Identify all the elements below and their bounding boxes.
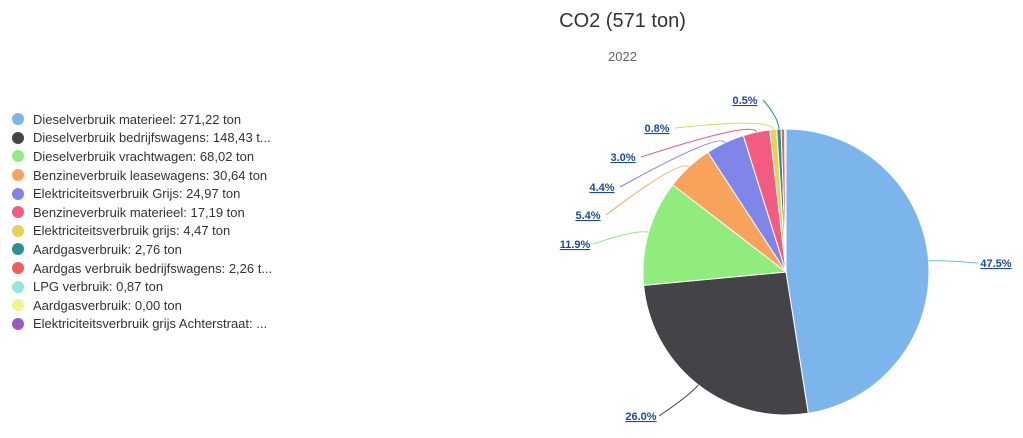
- legend-item[interactable]: Aardgasverbruik: 2,76 ton: [12, 240, 272, 259]
- connector-line: [928, 260, 979, 264]
- connector-line: [640, 128, 757, 158]
- legend-label: Benzineverbruik leasewagens: 30,64 ton: [33, 167, 268, 183]
- legend-item[interactable]: Benzineverbruik leasewagens: 30,64 ton: [12, 166, 272, 185]
- legend-item[interactable]: Benzineverbruik materieel: 17,19 ton: [12, 203, 272, 222]
- legend-label: Dieselverbruik bedrijfswagens: 148,43 t.…: [33, 130, 271, 146]
- data-label[interactable]: 5.4%: [575, 210, 600, 222]
- legend-marker-icon: [12, 206, 24, 219]
- legend-marker-icon: [12, 150, 24, 163]
- legend-marker-icon: [12, 299, 24, 312]
- legend-item[interactable]: Dieselverbruik materieel: 271,22 ton: [12, 110, 272, 129]
- connector-line: [592, 231, 649, 245]
- legend-marker-icon: [12, 262, 24, 275]
- pie-slice[interactable]: [784, 128, 787, 273]
- legend-marker-icon: [12, 243, 24, 256]
- legend: Dieselverbruik materieel: 271,22 ton Dies…: [12, 110, 272, 333]
- legend-marker-icon: [12, 317, 24, 330]
- legend-label: Aardgasverbruik: 2,76 ton: [33, 241, 182, 257]
- chart-title: CO2 (571 ton): [559, 10, 686, 32]
- legend-marker-icon: [12, 224, 24, 237]
- legend-item[interactable]: Elektriciteitsverbruik grijs Achterstraa…: [12, 315, 272, 334]
- connector-line: [762, 99, 780, 130]
- pie-slice[interactable]: [643, 271, 809, 416]
- connector-line: [658, 384, 699, 417]
- legend-label: LPG verbruik: 0,87 ton: [33, 279, 164, 295]
- legend-label: Elektriciteitsverbruik Grijs: 24,97 ton: [33, 186, 241, 202]
- legend-marker-icon: [12, 169, 24, 182]
- legend-label: Dieselverbruik materieel: 271,22 ton: [33, 111, 242, 127]
- legend-label: Aardgas verbruik bedrijfswagens: 2,26 t.…: [33, 260, 273, 276]
- data-label[interactable]: 3.0%: [610, 152, 635, 164]
- legend-item[interactable]: Dieselverbruik bedrijfswagens: 148,43 t.…: [12, 129, 272, 148]
- connector-line: [619, 140, 726, 188]
- data-label[interactable]: 0.8%: [644, 123, 669, 135]
- legend-item[interactable]: Aardgas verbruik bedrijfswagens: 2,26 t.…: [12, 259, 272, 278]
- data-label[interactable]: 11.9%: [560, 239, 591, 251]
- data-label[interactable]: 4.4%: [589, 182, 614, 194]
- data-label[interactable]: 0.5%: [732, 95, 757, 107]
- pie-slice[interactable]: [785, 128, 930, 414]
- data-label[interactable]: 47.5%: [980, 258, 1011, 270]
- legend-item[interactable]: Aardgasverbruik: 0,00 ton: [12, 296, 272, 315]
- legend-item[interactable]: Elektriciteitsverbruik Grijs: 24,97 ton: [12, 184, 272, 203]
- legend-label: Benzineverbruik materieel: 17,19 ton: [33, 204, 245, 220]
- legend-marker-icon: [12, 113, 24, 126]
- chart-subtitle: 2022: [608, 49, 637, 64]
- connector-line: [674, 122, 774, 130]
- pie-slice[interactable]: [642, 184, 788, 286]
- legend-label: Elektriciteitsverbruik grijs: 4,47 ton: [33, 223, 231, 239]
- legend-label: Aardgasverbruik: 0,00 ton: [33, 297, 182, 313]
- legend-item[interactable]: LPG verbruik: 0,87 ton: [12, 277, 272, 296]
- legend-label: Elektriciteitsverbruik grijs Achterstraa…: [33, 316, 268, 332]
- legend-marker-icon: [12, 280, 24, 293]
- connector-line: [605, 165, 690, 216]
- legend-item[interactable]: Dieselverbruik vrachtwagen: 68,02 ton: [12, 147, 272, 166]
- legend-marker-icon: [12, 187, 24, 200]
- legend-marker-icon: [12, 131, 24, 144]
- data-label[interactable]: 26.0%: [625, 411, 656, 423]
- legend-item[interactable]: Elektriciteitsverbruik grijs: 4,47 ton: [12, 222, 272, 241]
- legend-label: Dieselverbruik vrachtwagen: 68,02 ton: [33, 148, 255, 164]
